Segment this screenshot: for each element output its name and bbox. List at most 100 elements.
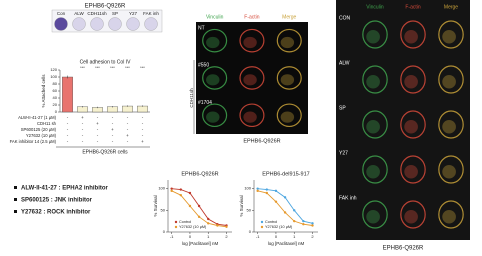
cell — [206, 74, 220, 86]
cell — [366, 75, 380, 89]
cell — [243, 111, 257, 123]
cell — [280, 111, 295, 123]
well — [54, 17, 68, 31]
cell — [243, 74, 257, 86]
cell — [239, 66, 265, 90]
y-tick-label: 100 — [50, 74, 57, 79]
cell — [404, 165, 418, 179]
treatment-sign: - — [82, 139, 84, 144]
cell — [276, 103, 302, 128]
point — [188, 204, 192, 208]
column-header: Merge — [282, 14, 296, 20]
cell — [202, 66, 228, 90]
well-label: Con — [57, 11, 66, 16]
cell — [366, 165, 380, 179]
treatment-sign: - — [97, 133, 99, 138]
point — [293, 209, 296, 212]
legend-label: Control — [265, 220, 277, 224]
axis — [59, 70, 150, 113]
wells: Con ALW CDH11sh SP Y27 FAK inh — [54, 11, 159, 31]
y-tick-label: 120 — [50, 67, 57, 72]
cell — [400, 110, 426, 139]
point — [207, 222, 210, 225]
treatment-sign: + — [96, 121, 99, 126]
bar — [62, 76, 73, 113]
cell — [202, 103, 228, 128]
treatment-sign: - — [97, 139, 99, 144]
cell — [280, 36, 295, 49]
treatment-sign: - — [67, 127, 69, 132]
well — [108, 17, 122, 31]
x-tick-label: 1 — [207, 234, 210, 239]
significance: *** — [80, 65, 85, 70]
legend-label: Y27632 (10 μM) — [265, 225, 293, 229]
row-label: ALW — [339, 60, 350, 66]
bullet — [14, 210, 17, 213]
point — [188, 191, 192, 195]
column-header: Vinculin — [206, 14, 224, 20]
row-label: #550 — [198, 63, 209, 69]
well-label: CDH11sh — [87, 11, 107, 16]
bullet — [14, 198, 17, 201]
cell — [366, 30, 380, 44]
chart-title: Cell adhesion to Col IV — [80, 59, 132, 65]
point — [293, 219, 296, 223]
treatment-sign: - — [67, 139, 69, 144]
legend-label: Control — [179, 220, 191, 224]
treatment-name: ALW-II-41-27 (1 μM) — [18, 115, 56, 120]
row-label: CON — [339, 15, 351, 21]
bar — [77, 106, 88, 113]
caption: EPHB6-Q926R — [383, 246, 424, 252]
treatment-sign: - — [112, 133, 114, 138]
point — [197, 204, 201, 208]
cell — [280, 74, 295, 86]
significance: *** — [140, 65, 145, 70]
cell — [404, 210, 418, 224]
cell — [243, 36, 257, 49]
point — [197, 215, 201, 219]
point — [170, 189, 173, 193]
note: Y27632 : ROCK inhibitor — [21, 210, 91, 216]
y-tick-label: 60 — [53, 88, 58, 93]
y-axis-label: % Attached cells — [41, 74, 46, 108]
point — [170, 187, 173, 190]
point — [274, 189, 278, 193]
note: ALW-II-41-27 : EPHA2 inhibitor — [21, 186, 109, 192]
y-tick-label: 0 — [163, 229, 166, 234]
cell — [366, 210, 380, 224]
y-tick-label: 0 — [55, 109, 58, 114]
x-tick-label: -1 — [170, 234, 174, 239]
charts: Cell adhesion to Col IV % Attached cells 0… — [10, 59, 318, 246]
bar — [137, 105, 148, 113]
x-tick-label: 2 — [225, 234, 228, 239]
cell — [276, 28, 302, 53]
point — [256, 189, 259, 193]
point — [207, 217, 210, 221]
column-header: F-actin — [244, 14, 260, 20]
cell — [239, 103, 265, 128]
group-label: CDH11sh — [189, 88, 194, 108]
point — [302, 219, 305, 223]
column-header: F-actin — [405, 4, 421, 10]
column-header: Merge — [444, 4, 458, 10]
x-axis-label: log [Paclitaxel] nM — [182, 241, 219, 246]
bar — [107, 106, 118, 113]
y-axis-label: % Survival — [153, 195, 158, 216]
cell — [276, 66, 302, 90]
treatment-sign: - — [127, 115, 129, 120]
notes: ALW-II-41-27 : EPHA2 inhibitor SP600125 :… — [14, 186, 109, 216]
legend-marker — [260, 220, 264, 224]
treatment-sign: + — [126, 133, 129, 138]
treatment-sign: + — [81, 115, 84, 120]
micrograph — [336, 0, 470, 240]
legend-marker — [260, 225, 264, 229]
treatment-sign: - — [82, 121, 84, 126]
cell — [362, 65, 388, 94]
significance: *** — [95, 65, 100, 70]
treatment-sign: - — [142, 127, 144, 132]
chart-title: EPHB6-del915-917 — [262, 171, 309, 177]
well-label: SP — [112, 11, 118, 16]
inhibitor-panel: Vinculin F-actin Merge CON ALW SP Y27 FAK inh EP… — [339, 4, 464, 252]
cell — [442, 210, 456, 224]
point — [302, 223, 305, 226]
